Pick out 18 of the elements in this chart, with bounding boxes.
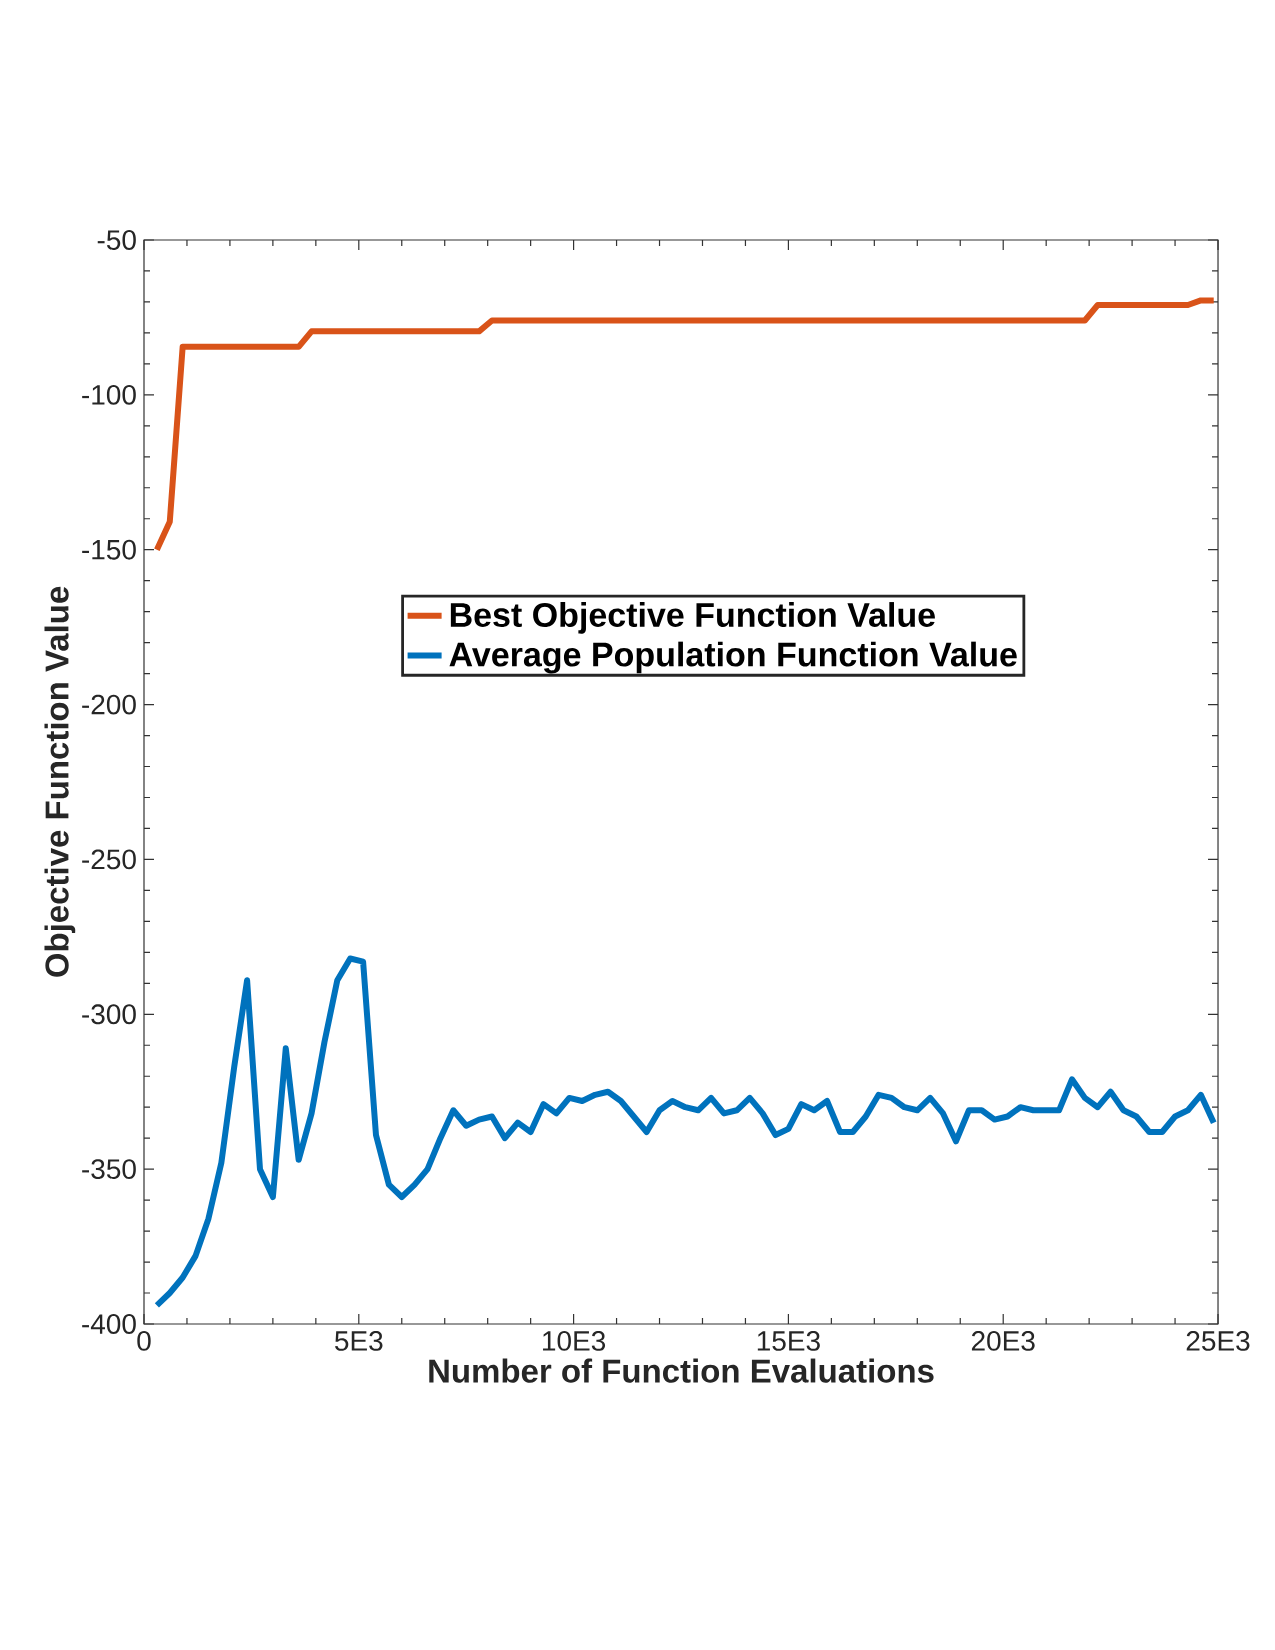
x-tick-label: 15E3 xyxy=(757,1331,820,1351)
x-tick-label: 25E3 xyxy=(1186,1331,1250,1351)
x-axis-title: Number of Function Evaluations xyxy=(429,1358,934,1383)
y-tick-label: -300 xyxy=(82,1004,136,1025)
legend-label: Best Objective Function Value xyxy=(450,602,935,634)
y-tick-label: -50 xyxy=(97,230,136,250)
legend-label: Average Population Function Value xyxy=(449,641,1017,674)
x-tick-label: 20E3 xyxy=(971,1331,1035,1351)
y-tick-label: -100 xyxy=(82,384,136,405)
x-tick-label: 0 xyxy=(137,1331,151,1351)
x-tick-label: 10E3 xyxy=(543,1331,606,1351)
y-tick-label: -400 xyxy=(82,1314,136,1334)
y-tick-label: -200 xyxy=(82,694,136,715)
y-tick-label: -150 xyxy=(82,539,136,560)
y-tick-label: -250 xyxy=(82,849,136,870)
x-tick-label: 5E3 xyxy=(335,1331,383,1351)
y-axis-title: Objective Function Value xyxy=(44,586,76,977)
y-tick-label: -350 xyxy=(82,1159,136,1180)
